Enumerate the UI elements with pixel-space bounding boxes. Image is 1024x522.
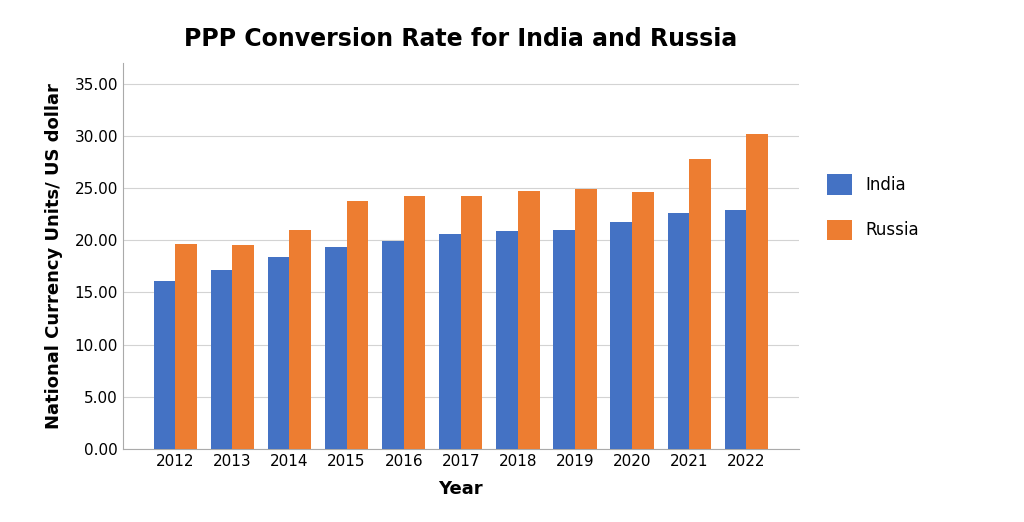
Legend: India, Russia: India, Russia — [820, 168, 926, 246]
Bar — [668, 213, 689, 449]
Title: PPP Conversion Rate for India and Russia: PPP Conversion Rate for India and Russia — [184, 27, 737, 51]
Bar — [382, 241, 403, 449]
X-axis label: Year: Year — [438, 480, 483, 498]
Bar — [325, 247, 346, 449]
Bar — [632, 192, 653, 449]
Y-axis label: National Currency Units/ US dollar: National Currency Units/ US dollar — [45, 83, 63, 429]
Bar — [232, 245, 254, 449]
Bar — [290, 230, 311, 449]
Bar — [211, 270, 232, 449]
Bar — [403, 196, 425, 449]
Bar — [610, 222, 632, 449]
Bar — [268, 257, 290, 449]
Bar — [725, 210, 746, 449]
Bar — [439, 234, 461, 449]
Bar — [746, 134, 768, 449]
Bar — [575, 189, 597, 449]
Bar — [154, 281, 175, 449]
Bar — [553, 230, 575, 449]
Bar — [346, 201, 369, 449]
Bar — [518, 191, 540, 449]
Bar — [497, 231, 518, 449]
Bar — [175, 244, 197, 449]
Bar — [461, 196, 482, 449]
Bar — [689, 159, 711, 449]
